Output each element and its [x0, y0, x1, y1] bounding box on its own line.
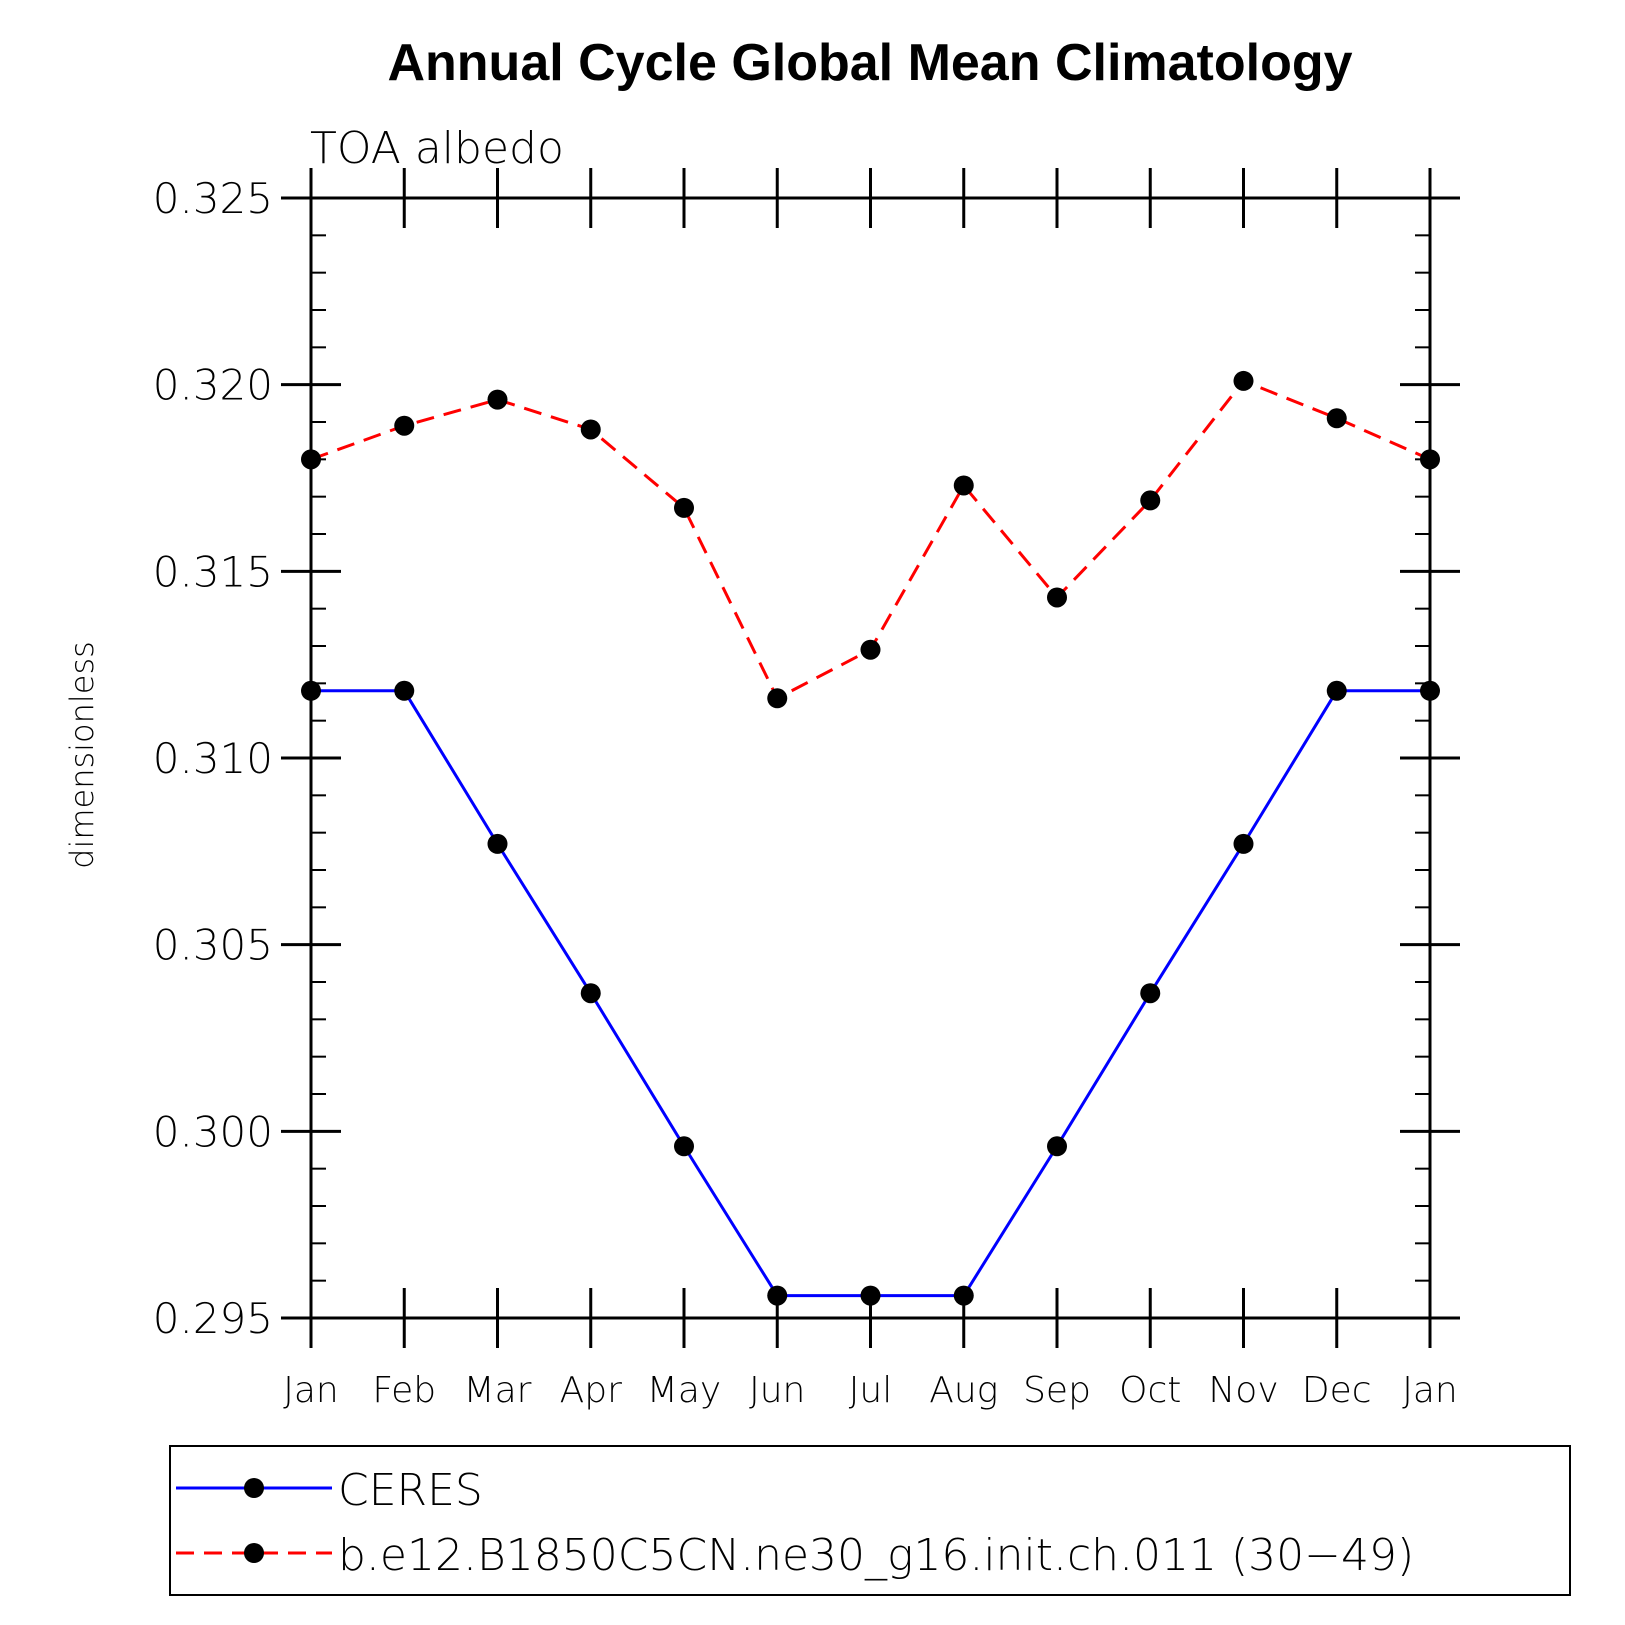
- y-tick-label: 0.300: [153, 1107, 273, 1156]
- legend-label-ceres: CERES: [338, 1465, 483, 1516]
- series-1-point: [1140, 490, 1160, 510]
- chart: Annual Cycle Global Mean Climatology TOA…: [0, 0, 1625, 1625]
- y-tick-label: 0.310: [153, 734, 273, 783]
- series-0-point: [1140, 983, 1160, 1003]
- x-tick-label: Apr: [560, 1370, 622, 1411]
- series-1-point: [861, 640, 881, 660]
- x-tick-labels: Jan Feb Mar Apr May Jun Jul Aug Sep Oct Nov Dec Jan: [283, 1370, 1458, 1411]
- series-0-point: [394, 681, 414, 701]
- series-1-point: [394, 416, 414, 436]
- x-tick-label: May: [647, 1370, 721, 1411]
- x-tick-label: Jan: [1402, 1370, 1458, 1411]
- series-0-point: [301, 681, 321, 701]
- series-0-point: [861, 1286, 881, 1306]
- x-tick-label: Aug: [929, 1370, 998, 1411]
- y-tick-label: 0.320: [153, 361, 273, 410]
- series-layer: [301, 371, 1440, 1306]
- series-0-point: [1327, 681, 1347, 701]
- legend-marker-ceres: [244, 1478, 264, 1498]
- series-1-point: [1234, 371, 1254, 391]
- series-1-point: [674, 498, 694, 518]
- y-tick-label: 0.325: [153, 174, 273, 223]
- series-0-point: [1420, 681, 1440, 701]
- y-axis-label: dimensionless: [63, 641, 101, 869]
- y-tick-label: 0.295: [153, 1294, 273, 1343]
- series-0-point: [674, 1136, 694, 1156]
- series-0-point: [581, 983, 601, 1003]
- series-1-point: [301, 449, 321, 469]
- chart-title: Annual Cycle Global Mean Climatology: [387, 34, 1352, 92]
- series-1-point: [1327, 408, 1347, 428]
- series-0-point: [488, 834, 508, 854]
- series-1-point: [1047, 587, 1067, 607]
- series-1-point: [954, 475, 974, 495]
- series-line-0: [311, 691, 1430, 1296]
- series-0-point: [767, 1286, 787, 1306]
- series-0-point: [1047, 1136, 1067, 1156]
- x-tick-label: Feb: [372, 1370, 436, 1411]
- y-tick-labels: 0.295 0.300 0.305 0.310 0.315 0.320 0.325: [153, 174, 273, 1343]
- chart-subtitle: TOA albedo: [310, 123, 564, 174]
- series-1-point: [581, 419, 601, 439]
- x-tick-label: Dec: [1302, 1370, 1372, 1411]
- x-tick-label: Mar: [464, 1370, 532, 1411]
- x-tick-label: Jun: [749, 1370, 805, 1411]
- legend-item-model: b.e12.B1850C5CN.ne30_g16.init.ch.011 (30…: [176, 1530, 1414, 1581]
- series-0-point: [954, 1286, 974, 1306]
- legend-marker-model: [244, 1543, 264, 1563]
- legend-label-model: b.e12.B1850C5CN.ne30_g16.init.ch.011 (30…: [338, 1530, 1414, 1581]
- series-1-point: [1420, 449, 1440, 469]
- x-tick-label: Sep: [1023, 1370, 1091, 1411]
- series-1-point: [488, 390, 508, 410]
- x-tick-label: Jul: [849, 1370, 892, 1411]
- x-tick-label: Jan: [283, 1370, 339, 1411]
- plot-frame: [311, 198, 1430, 1318]
- series-1-point: [767, 688, 787, 708]
- axis-ticks: [281, 168, 1460, 1348]
- y-tick-label: 0.315: [153, 547, 273, 596]
- x-tick-label: Oct: [1119, 1370, 1181, 1411]
- series-0-point: [1234, 834, 1254, 854]
- x-tick-label: Nov: [1208, 1370, 1278, 1411]
- y-tick-label: 0.305: [153, 921, 273, 970]
